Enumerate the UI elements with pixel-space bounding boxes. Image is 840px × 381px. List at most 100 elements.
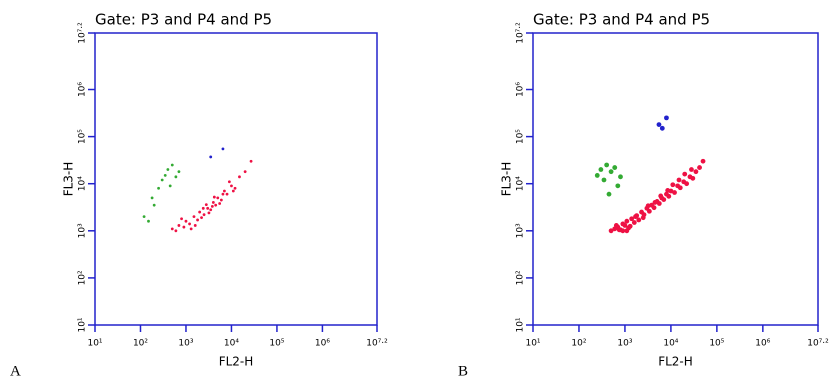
point xyxy=(616,227,622,233)
point xyxy=(697,165,702,170)
point xyxy=(214,203,218,207)
point xyxy=(682,171,688,177)
y-tick-label: 10¹ xyxy=(78,317,88,332)
point xyxy=(196,218,199,222)
point xyxy=(601,177,607,183)
plot-frame xyxy=(94,32,378,326)
point xyxy=(182,225,186,229)
point xyxy=(618,174,623,180)
point xyxy=(180,217,183,221)
point xyxy=(646,208,652,214)
point xyxy=(218,202,222,205)
point xyxy=(170,163,174,167)
point xyxy=(645,203,651,209)
point xyxy=(221,192,225,196)
point xyxy=(227,180,231,184)
point xyxy=(160,178,164,182)
x-tick-label: 10³ xyxy=(617,339,632,349)
y-tick-label: 10⁴ xyxy=(78,176,88,191)
y-tick-label: 10³ xyxy=(516,223,526,238)
point xyxy=(157,186,160,190)
point xyxy=(612,165,618,170)
point xyxy=(192,215,196,219)
y-axis-label: FL3-H xyxy=(500,162,514,197)
x-tick-label: 10⁵ xyxy=(709,339,724,349)
point xyxy=(656,201,662,206)
point xyxy=(209,208,213,212)
point xyxy=(238,175,241,179)
point xyxy=(693,169,699,175)
panel-label: B xyxy=(458,363,468,379)
y-tick-label: 10¹ xyxy=(516,317,526,332)
x-tick-label: 10⁴ xyxy=(224,339,239,349)
point xyxy=(200,216,203,220)
chart-title: Gate: P3 and P4 and P5 xyxy=(95,11,272,29)
point xyxy=(174,175,178,179)
point xyxy=(676,177,682,183)
point xyxy=(684,181,690,187)
point xyxy=(184,219,188,223)
point xyxy=(201,206,205,210)
point xyxy=(598,167,604,172)
chart-title: Gate: P3 and P4 and P5 xyxy=(533,11,710,29)
point xyxy=(168,184,172,188)
x-tick-label: 10² xyxy=(133,339,148,349)
point xyxy=(659,125,665,131)
point xyxy=(661,197,667,202)
x-tick-label: 10⁴ xyxy=(663,339,678,349)
y-tick-label: 10⁵ xyxy=(516,129,526,144)
point xyxy=(219,198,223,202)
point xyxy=(608,169,614,175)
point xyxy=(606,191,612,197)
point xyxy=(640,215,646,221)
y-tick-label: 10³ xyxy=(78,223,88,238)
x-tick-label: 10⁶ xyxy=(755,339,770,349)
point xyxy=(225,192,229,196)
point xyxy=(620,228,626,234)
point xyxy=(202,213,206,217)
point xyxy=(198,210,202,214)
point xyxy=(633,214,638,220)
point xyxy=(150,196,154,200)
x-tick-label: 10² xyxy=(571,339,586,349)
point xyxy=(664,115,669,121)
point xyxy=(608,228,614,234)
point xyxy=(174,229,178,233)
x-tick-label: 10⁷·² xyxy=(366,339,388,349)
point xyxy=(629,216,635,222)
point xyxy=(677,185,683,191)
point xyxy=(231,189,235,193)
x-tick-label: 10¹ xyxy=(525,339,540,349)
point xyxy=(670,182,676,188)
point xyxy=(170,227,174,231)
point xyxy=(624,218,630,224)
y-tick-label: 10⁵ xyxy=(78,129,88,144)
point xyxy=(243,170,247,174)
point xyxy=(700,158,706,164)
y-tick-label: 10⁷·² xyxy=(516,22,526,44)
point xyxy=(666,193,672,199)
point xyxy=(672,190,677,195)
point xyxy=(249,159,253,163)
point xyxy=(689,167,694,172)
point xyxy=(651,205,657,211)
y-tick-label: 10² xyxy=(516,270,526,285)
x-tick-label: 10¹ xyxy=(87,339,102,349)
panel-label: A xyxy=(10,363,21,379)
point xyxy=(221,147,225,151)
point xyxy=(211,201,215,204)
point xyxy=(223,189,226,193)
point xyxy=(177,170,181,174)
point xyxy=(230,184,233,188)
point xyxy=(636,217,642,223)
y-axis-label: FL3-H xyxy=(62,162,76,197)
y-tick-label: 10² xyxy=(78,270,88,285)
point xyxy=(690,175,696,181)
point xyxy=(209,155,213,159)
y-tick-label: 10⁶ xyxy=(516,82,526,97)
point xyxy=(166,168,170,171)
point xyxy=(615,183,621,189)
point xyxy=(665,188,671,193)
point xyxy=(656,122,662,127)
